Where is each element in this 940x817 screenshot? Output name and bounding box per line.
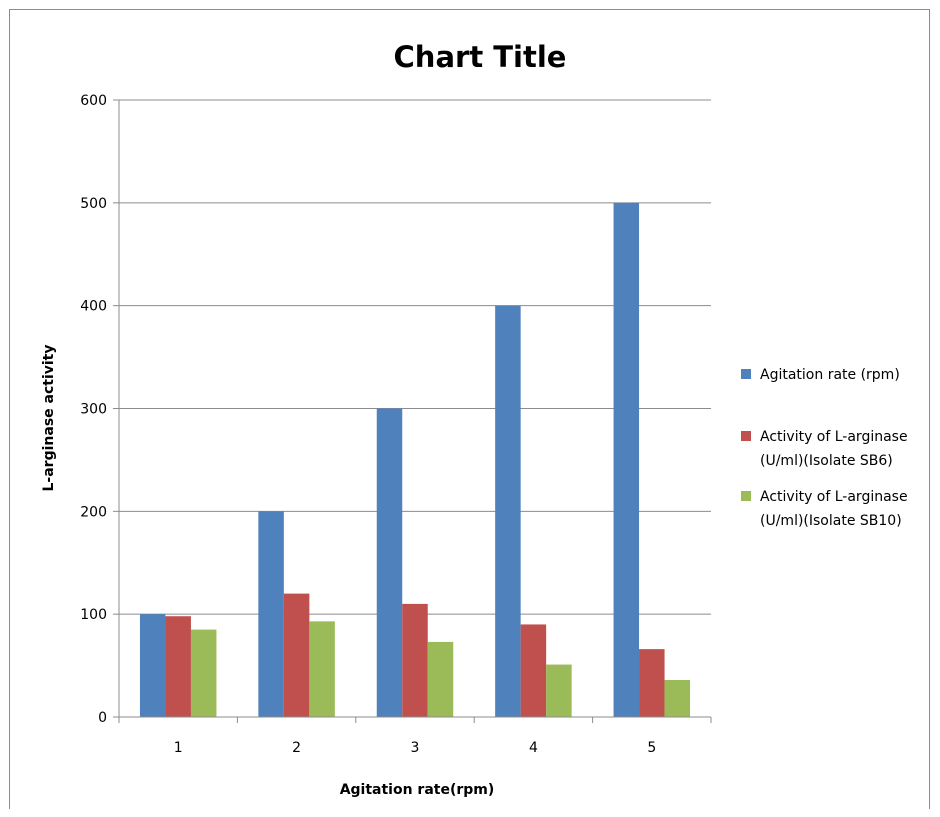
y-tick-label: 300 <box>80 402 107 418</box>
tick-labels: 0 100 200 300 400 500 600 1 2 3 4 5 <box>80 93 656 756</box>
x-tick-label: 4 <box>529 740 538 756</box>
bar-series-2 <box>283 593 310 717</box>
x-tick-label: 1 <box>174 740 183 756</box>
bar-series-2 <box>639 649 665 717</box>
legend-swatch-2 <box>741 431 751 441</box>
bar-series-1 <box>139 614 166 717</box>
bar-series-1 <box>258 511 284 717</box>
y-axis-title: L-arginase activity <box>41 345 57 492</box>
legend: Agitation rate (rpm) Activity of L-argina… <box>741 367 908 529</box>
legend-label-1: Agitation rate (rpm) <box>760 367 900 383</box>
bars <box>139 202 691 718</box>
bar-series-3 <box>309 621 335 717</box>
x-axis-title: Agitation rate(rpm) <box>340 782 495 798</box>
legend-swatch-3 <box>741 491 751 501</box>
bar-series-1 <box>613 202 640 718</box>
bar-chart: Chart Title 0 100 200 300 400 500 600 1 2 3 4 5 L-a… <box>41 40 908 798</box>
gridlines <box>119 99 711 615</box>
bar-series-1 <box>495 305 521 717</box>
legend-swatch-1 <box>741 369 751 379</box>
chart-frame: Chart Title 0 100 200 300 400 500 600 1 2 3 4 5 L-a… <box>9 9 930 809</box>
bar-series-2 <box>165 616 191 717</box>
y-tick-label: 100 <box>80 607 107 623</box>
x-tick-label: 3 <box>411 740 420 756</box>
y-tick-label: 200 <box>80 504 107 520</box>
y-tick-label: 600 <box>80 93 107 109</box>
bar-series-3 <box>427 641 454 717</box>
axes <box>113 99 712 723</box>
y-tick-label: 400 <box>80 299 107 315</box>
y-tick-label: 500 <box>80 196 107 212</box>
legend-label-3: (U/ml)(Isolate SB10) <box>760 513 902 529</box>
bar-series-3 <box>664 679 691 717</box>
bar-series-3 <box>546 664 572 717</box>
legend-label-2: (U/ml)(Isolate SB6) <box>760 453 893 469</box>
legend-label-2: Activity of L-arginase <box>760 429 908 445</box>
bar-series-2 <box>402 603 428 717</box>
legend-label-3: Activity of L-arginase <box>760 489 908 505</box>
bar-series-1 <box>376 408 403 717</box>
x-tick-label: 5 <box>647 740 656 756</box>
y-tick-label: 0 <box>98 710 107 726</box>
chart-title: Chart Title <box>394 40 567 74</box>
bar-series-2 <box>520 624 547 717</box>
x-tick-label: 2 <box>292 740 301 756</box>
bar-series-3 <box>190 629 217 717</box>
